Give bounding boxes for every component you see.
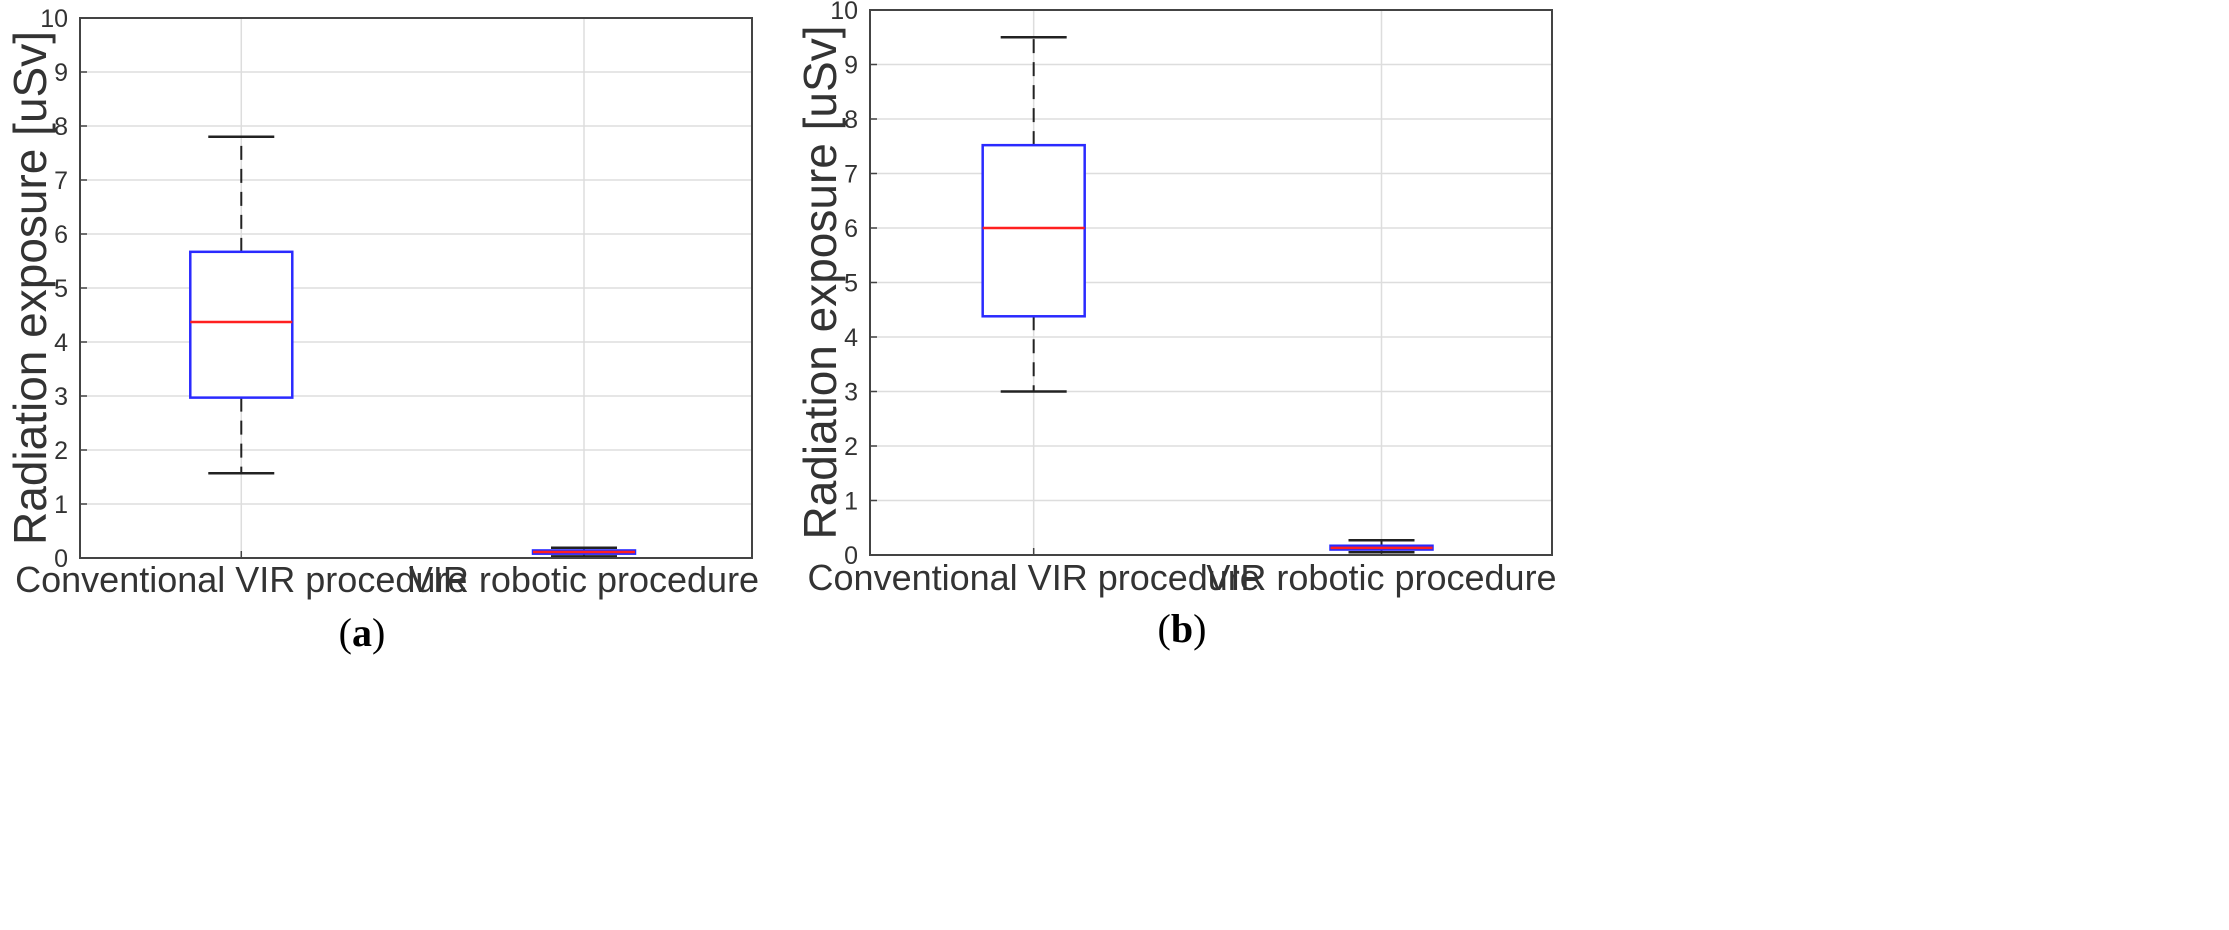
y-tick-label: 5 — [54, 275, 68, 303]
caption-letter: b — [1171, 606, 1193, 651]
y-tick-label: 5 — [844, 270, 858, 298]
y-tick-label: 10 — [830, 0, 858, 25]
box-conventional — [981, 36, 1086, 393]
y-axis-label: Radiation exposure [uSv] — [794, 26, 846, 540]
y-tick-label: 7 — [54, 167, 68, 195]
y-tick-label: 8 — [844, 106, 858, 134]
y-tick-label: 8 — [54, 113, 68, 141]
y-tick-label: 10 — [40, 5, 68, 33]
panel-caption: (b) — [1158, 606, 1207, 651]
y-tick-label: 6 — [54, 221, 68, 249]
category-label: VIR robotic procedure — [1206, 557, 1556, 598]
axes-frame — [79, 17, 753, 559]
y-tick-label: 1 — [844, 488, 858, 516]
box-conventional — [189, 135, 294, 475]
category-label: Conventional VIR procedure — [808, 557, 1260, 598]
y-tick-label: 4 — [54, 329, 68, 357]
category-label: VIR robotic procedure — [409, 559, 759, 600]
y-axis-label: Radiation exposure [uSv] — [4, 31, 56, 545]
caption-open-paren: ( — [1158, 606, 1171, 651]
box-robotic — [1329, 539, 1434, 554]
y-tick-label: 3 — [54, 383, 68, 411]
y-tick-label: 6 — [844, 215, 858, 243]
y-tick-label: 0 — [54, 545, 68, 573]
caption-letter: a — [352, 610, 372, 655]
axes-frame — [869, 9, 1553, 556]
caption-close-paren: ) — [372, 610, 385, 655]
iqr-box — [981, 143, 1086, 318]
caption-open-paren: ( — [339, 610, 352, 655]
iqr-box — [189, 250, 294, 399]
y-tick-label: 9 — [844, 52, 858, 80]
caption-close-paren: ) — [1193, 606, 1206, 651]
chart-panel-a: 0 1 2 3 4 5 6 7 8 9 10 Conventional VIR procedureVI… — [4, 5, 759, 655]
y-tick-label: 4 — [844, 324, 858, 352]
category-label: Conventional VIR procedure — [15, 559, 467, 600]
y-tick-label: 7 — [844, 161, 858, 189]
y-tick-label: 1 — [54, 491, 68, 519]
y-tick-label: 0 — [844, 542, 858, 570]
y-tick-label: 2 — [844, 433, 858, 461]
chart-panel-b: 0 1 2 3 4 5 6 7 8 9 10 Conventional VIR procedureVI… — [794, 0, 1556, 651]
y-tick-label: 9 — [54, 59, 68, 87]
panel-caption: (a) — [339, 610, 386, 655]
y-tick-label: 2 — [54, 437, 68, 465]
y-tick-label: 3 — [844, 379, 858, 407]
box-robotic — [531, 546, 637, 558]
